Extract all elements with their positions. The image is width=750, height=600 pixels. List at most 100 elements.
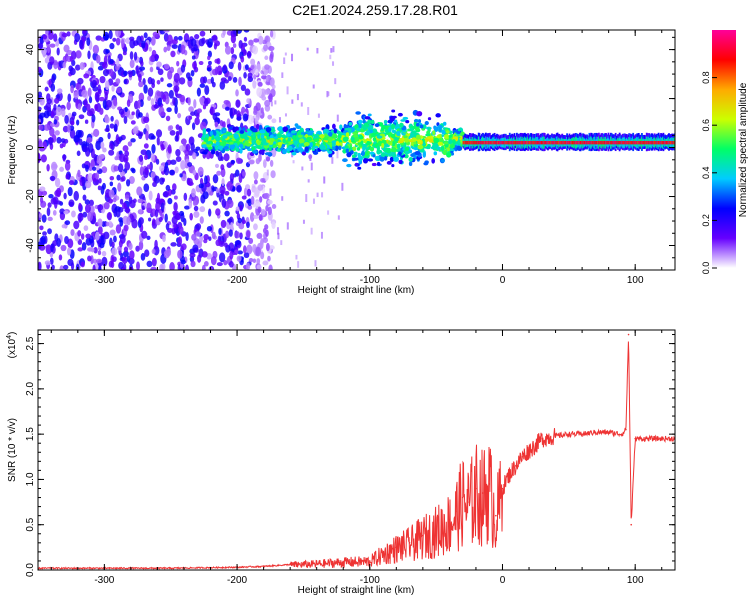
noise-speckle bbox=[138, 92, 145, 102]
noise-speckle bbox=[129, 250, 135, 260]
band-speckle bbox=[365, 129, 370, 136]
band-speckle bbox=[451, 139, 456, 145]
band-speckle bbox=[277, 142, 283, 146]
noise-speckle bbox=[146, 260, 153, 268]
band-speckle bbox=[381, 125, 387, 130]
band-speckle bbox=[384, 144, 390, 148]
noise-speckle bbox=[64, 114, 69, 124]
noise-speckle bbox=[128, 242, 133, 251]
noise-speckle bbox=[137, 209, 143, 215]
noise-speckle bbox=[246, 230, 251, 238]
band-speckle bbox=[402, 116, 409, 120]
noise-speckle bbox=[101, 61, 108, 69]
noise-speckle bbox=[167, 70, 173, 80]
noise-speckle bbox=[236, 184, 242, 193]
noise-speckle bbox=[38, 118, 42, 124]
snr-series-line bbox=[38, 341, 675, 570]
noise-speckle bbox=[113, 165, 119, 172]
noise-speckle bbox=[250, 64, 255, 70]
noise-speckle bbox=[229, 250, 234, 260]
noise-speckle bbox=[56, 47, 60, 56]
noise-speckle bbox=[234, 240, 241, 245]
band-speckle bbox=[327, 150, 333, 154]
noise-speckle bbox=[96, 155, 103, 165]
noise-speckle bbox=[310, 162, 313, 171]
noise-speckle bbox=[274, 100, 277, 105]
noise-speckle bbox=[156, 91, 162, 97]
band-speckle bbox=[244, 140, 249, 146]
band-speckle bbox=[385, 125, 389, 130]
noise-speckle bbox=[164, 63, 170, 70]
noise-speckle bbox=[196, 87, 201, 97]
noise-speckle bbox=[62, 154, 66, 162]
noise-speckle bbox=[192, 200, 197, 206]
band-speckle bbox=[328, 136, 333, 143]
noise-speckle bbox=[246, 244, 253, 255]
noise-speckle bbox=[268, 93, 273, 103]
noise-speckle bbox=[249, 212, 255, 222]
band-speckle bbox=[329, 142, 333, 148]
x-tick-label: 0 bbox=[500, 575, 506, 586]
noise-speckle bbox=[180, 64, 186, 73]
noise-speckle bbox=[155, 158, 160, 165]
noise-speckle bbox=[264, 99, 271, 107]
noise-speckle bbox=[62, 125, 69, 133]
noise-speckle bbox=[214, 66, 219, 76]
noise-speckle bbox=[79, 39, 84, 49]
noise-speckle bbox=[267, 255, 271, 262]
band-speckle bbox=[309, 142, 313, 148]
band-speckle bbox=[313, 151, 319, 155]
noise-speckle bbox=[84, 199, 90, 205]
band-speckle bbox=[381, 142, 385, 149]
noise-speckle bbox=[166, 44, 171, 52]
noise-speckle bbox=[253, 171, 259, 180]
noise-speckle bbox=[227, 76, 232, 82]
band-speckle bbox=[417, 144, 424, 150]
noise-speckle bbox=[312, 198, 315, 204]
noise-speckle bbox=[94, 92, 100, 102]
noise-speckle bbox=[40, 235, 46, 246]
band-speckle bbox=[414, 126, 420, 131]
noise-speckle bbox=[123, 115, 128, 124]
noise-speckle bbox=[68, 180, 75, 186]
noise-speckle bbox=[185, 143, 191, 152]
noise-speckle bbox=[179, 145, 185, 152]
noise-speckle bbox=[113, 123, 118, 133]
noise-speckle bbox=[198, 38, 205, 47]
noise-speckle bbox=[172, 96, 176, 106]
x-tick-label: -200 bbox=[227, 575, 247, 586]
band-speckle bbox=[292, 134, 297, 141]
noise-speckle bbox=[170, 159, 177, 165]
noise-speckle bbox=[73, 135, 80, 143]
noise-speckle bbox=[170, 242, 177, 247]
noise-speckle bbox=[164, 213, 168, 223]
noise-speckle bbox=[154, 54, 160, 60]
noise-speckle bbox=[42, 34, 48, 40]
noise-speckle bbox=[151, 257, 157, 267]
noise-speckle bbox=[193, 98, 197, 109]
noise-speckle bbox=[228, 260, 234, 268]
noise-speckle bbox=[129, 59, 135, 69]
band-speckle bbox=[442, 121, 447, 126]
y-tick-label: 0.5 bbox=[25, 517, 36, 531]
noise-speckle bbox=[138, 132, 143, 140]
noise-speckle bbox=[121, 38, 125, 49]
band-speckle bbox=[404, 153, 409, 159]
noise-speckle bbox=[195, 223, 202, 231]
noise-speckle bbox=[97, 250, 102, 256]
snr-data-point bbox=[541, 437, 544, 440]
noise-speckle bbox=[103, 231, 110, 240]
band-speckle bbox=[376, 135, 383, 139]
noise-speckle bbox=[55, 106, 63, 116]
noise-speckle bbox=[230, 222, 234, 231]
noise-speckle bbox=[69, 55, 74, 62]
noise-speckle bbox=[208, 60, 212, 66]
band-speckle bbox=[390, 123, 396, 130]
band-speckle bbox=[269, 134, 274, 140]
noise-speckle bbox=[100, 141, 105, 149]
noise-speckle bbox=[101, 250, 107, 257]
noise-speckle bbox=[102, 182, 106, 190]
noise-speckle bbox=[208, 236, 212, 241]
noise-speckle bbox=[97, 204, 104, 211]
